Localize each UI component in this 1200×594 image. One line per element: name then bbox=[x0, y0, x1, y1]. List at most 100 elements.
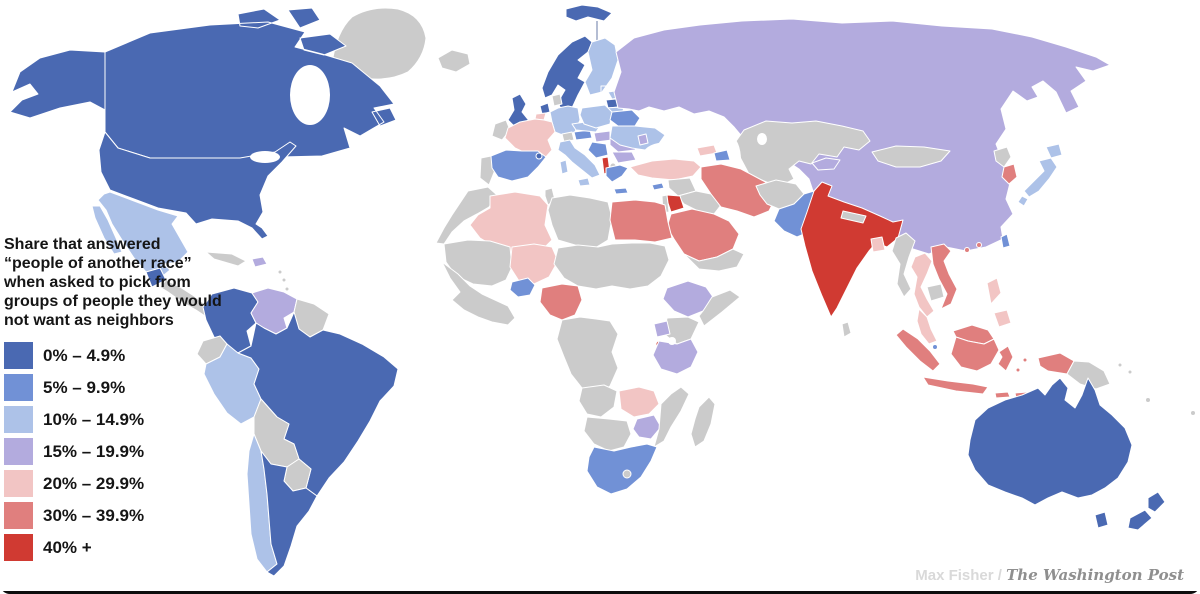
region-burkina-faso bbox=[509, 277, 536, 298]
region-moldova bbox=[637, 133, 649, 146]
region-new-zealand bbox=[1127, 491, 1166, 531]
region-indonesia-borneo bbox=[950, 336, 1000, 372]
region-france bbox=[504, 118, 556, 159]
legend-label: 0% – 4.9% bbox=[43, 345, 126, 365]
region-norway-sweden bbox=[541, 35, 593, 113]
region-mongolia bbox=[871, 145, 951, 168]
legend-label: 15% – 19.9% bbox=[43, 441, 145, 461]
region-sulawesi bbox=[997, 345, 1014, 372]
region-somalia bbox=[698, 289, 741, 327]
region-cambodia bbox=[926, 283, 945, 302]
region-west-africa-coast bbox=[441, 261, 516, 326]
legend-item: 40% + bbox=[4, 534, 236, 562]
region-iceland bbox=[437, 49, 471, 73]
region-iraq bbox=[677, 190, 722, 215]
region-switzerland bbox=[561, 131, 575, 143]
region-poland bbox=[579, 104, 613, 129]
region-italy bbox=[557, 139, 601, 187]
region-taiwan bbox=[1000, 233, 1011, 249]
region-spain bbox=[490, 149, 547, 182]
region-jordan bbox=[666, 194, 685, 213]
legend-item: 30% – 39.9% bbox=[4, 502, 236, 530]
region-finland bbox=[584, 37, 619, 96]
region-tanzania bbox=[652, 338, 699, 375]
region-chad-sudan bbox=[553, 242, 670, 290]
region-kyrgyzstan bbox=[811, 157, 841, 171]
region-mozambique bbox=[653, 386, 690, 448]
region-philippines bbox=[986, 277, 1012, 328]
legend-swatch bbox=[4, 374, 33, 402]
region-cyprus bbox=[651, 182, 665, 191]
legend-swatch bbox=[4, 438, 33, 466]
region-fiji bbox=[1190, 410, 1196, 416]
region-australia bbox=[967, 377, 1133, 506]
region-hungary bbox=[593, 130, 613, 143]
region-belarus bbox=[609, 109, 641, 127]
attribution: Max Fisher / The Washington Post bbox=[915, 566, 1184, 584]
region-new-caledonia bbox=[1145, 397, 1151, 403]
legend-label: 5% – 9.9% bbox=[43, 377, 126, 397]
region-mexico bbox=[91, 191, 189, 281]
region-libya bbox=[547, 194, 613, 249]
region-myanmar bbox=[891, 232, 916, 298]
region-niger bbox=[509, 243, 559, 285]
region-south-korea bbox=[1001, 163, 1018, 185]
legend-item: 0% – 4.9% bbox=[4, 342, 236, 370]
legend-label: 40% + bbox=[43, 537, 92, 557]
region-crete bbox=[613, 187, 629, 195]
region-solomon-islands bbox=[1117, 362, 1133, 375]
region-bulgaria bbox=[611, 151, 637, 164]
legend: Share that answered “people of another r… bbox=[4, 236, 236, 562]
region-sri-lanka bbox=[841, 321, 852, 338]
region-uganda bbox=[653, 320, 671, 338]
lake-victoria bbox=[668, 337, 676, 345]
region-nigeria bbox=[539, 283, 583, 321]
region-svalbard bbox=[565, 4, 613, 22]
black-sea bbox=[644, 142, 692, 164]
region-argentina bbox=[260, 450, 318, 577]
region-vietnam bbox=[930, 243, 958, 310]
legend-label: 20% – 29.9% bbox=[43, 473, 145, 493]
region-andorra bbox=[535, 152, 543, 160]
region-zambia bbox=[618, 386, 660, 418]
region-south-africa bbox=[586, 443, 658, 495]
region-maluku bbox=[1015, 357, 1028, 373]
region-azerbaijan bbox=[713, 149, 731, 162]
region-greece bbox=[605, 164, 629, 183]
region-nepal bbox=[840, 210, 867, 224]
region-netherlands bbox=[539, 102, 551, 115]
legend-title: Share that answered “people of another r… bbox=[4, 236, 222, 329]
region-thailand bbox=[910, 252, 935, 318]
region-madagascar bbox=[690, 396, 716, 448]
region-papua-new-guinea bbox=[1066, 360, 1111, 390]
attribution-separator: / bbox=[993, 567, 1007, 584]
attribution-author: Max Fisher bbox=[915, 567, 994, 584]
hudson-bay bbox=[290, 65, 330, 125]
aral-sea bbox=[757, 133, 767, 145]
region-hainan bbox=[964, 247, 970, 253]
region-congo-basin bbox=[556, 316, 619, 397]
region-namibia-botswana bbox=[583, 416, 632, 452]
region-serbia bbox=[587, 141, 609, 159]
region-hispaniola bbox=[251, 256, 268, 268]
region-sumatra bbox=[895, 328, 941, 372]
region-hong-kong bbox=[976, 242, 982, 248]
great-lakes bbox=[250, 151, 280, 163]
region-japan bbox=[1017, 143, 1063, 207]
legend-label: 10% – 14.9% bbox=[43, 409, 145, 429]
attribution-publication: The Washington Post bbox=[1006, 566, 1184, 584]
region-angola bbox=[578, 384, 618, 418]
legend-item: 15% – 19.9% bbox=[4, 438, 236, 466]
region-egypt bbox=[609, 199, 673, 243]
legend-item: 10% – 14.9% bbox=[4, 406, 236, 434]
region-usa bbox=[98, 131, 297, 240]
region-lesotho bbox=[622, 469, 632, 479]
region-north-korea bbox=[993, 146, 1012, 168]
region-tasmania bbox=[1094, 511, 1109, 529]
legend-swatch bbox=[4, 470, 33, 498]
region-canada bbox=[104, 7, 397, 159]
region-denmark bbox=[551, 93, 563, 107]
region-singapore bbox=[932, 344, 938, 350]
